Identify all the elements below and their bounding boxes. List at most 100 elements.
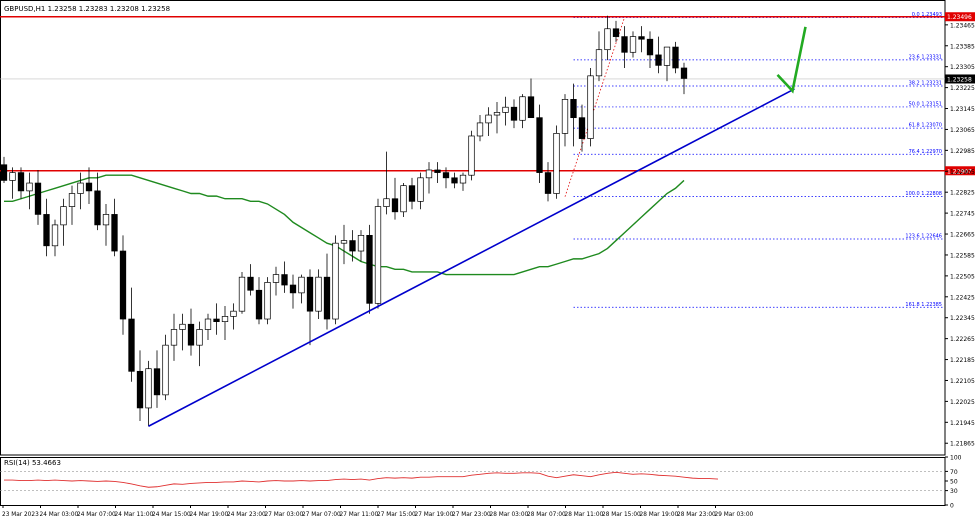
candle-body [459, 174, 467, 184]
price-tick-label: 1.22825 [950, 190, 975, 197]
candle-body [400, 185, 407, 213]
candle [34, 169, 42, 225]
rsi-tick-label: 100 [950, 455, 962, 462]
candle [323, 253, 331, 330]
time-tick-label: 24 Mar 15:00 [152, 512, 191, 518]
candle-body [145, 368, 152, 409]
candle [247, 264, 254, 296]
price-tick-label: 1.22025 [950, 399, 975, 406]
candle [663, 46, 671, 82]
fib-level-label: 38.2 1.23231 [909, 81, 942, 87]
rsi-tick-label: 0 [950, 503, 954, 510]
rsi-panel-border [0, 457, 946, 506]
candle [578, 104, 586, 152]
candle-body [638, 36, 645, 40]
candle-body [43, 214, 50, 247]
candle-body [238, 276, 246, 312]
rsi-header: RSI(14) 53.4663 [4, 459, 61, 467]
fib-level-label: 76.4 1.22970 [909, 149, 942, 155]
candle [170, 313, 178, 361]
candle-body [612, 28, 620, 37]
candle [587, 67, 594, 147]
candle [374, 198, 382, 309]
candle [680, 62, 688, 95]
candle-body [553, 133, 560, 194]
price-tick-label: 1.23305 [950, 64, 975, 71]
candle-body [629, 36, 637, 53]
time-tick-label: 28 Mar 15:00 [602, 512, 641, 518]
candle [264, 277, 271, 325]
candle-body [587, 75, 594, 139]
candle [119, 235, 127, 335]
candle-body [34, 182, 42, 215]
candle-body [289, 284, 297, 294]
price-tick-label: 1.22105 [950, 378, 975, 385]
candle-body [578, 117, 586, 139]
candle [408, 177, 416, 210]
candle [306, 269, 314, 346]
candle-body [621, 36, 628, 53]
trend-line-group [148, 88, 795, 427]
candle-body [366, 234, 373, 304]
candle-body [476, 122, 484, 137]
candle-body [510, 106, 518, 121]
candle-body [204, 318, 212, 330]
rsi-series-line [4, 471, 719, 488]
candle [510, 99, 518, 129]
candle [442, 167, 450, 189]
candle [434, 162, 441, 184]
time-tick-label: 27 Mar 11:00 [340, 512, 379, 518]
price-tick-label: 1.22345 [950, 315, 975, 322]
candle [451, 172, 458, 189]
time-tick-label: 23 Mar 2023 [2, 512, 39, 518]
candle [0, 156, 8, 184]
candle-body [417, 177, 424, 202]
support-price-tag-bg [945, 166, 975, 176]
candle [468, 130, 475, 181]
candle [94, 172, 101, 231]
price-tick-label: 1.23385 [950, 43, 975, 50]
rsi-tick-label: 70 [950, 469, 958, 476]
candle-body [0, 164, 8, 181]
fib-level-label: 0.0 1.23493 [912, 12, 942, 18]
candle-body [128, 318, 135, 372]
candle-body [604, 28, 611, 51]
candle-body [281, 274, 288, 286]
candle [612, 20, 620, 42]
candle [340, 224, 348, 265]
price-tick-label: 1.21945 [950, 420, 975, 427]
price-tick-label: 1.22425 [950, 294, 975, 301]
price-tick-label: 1.22265 [950, 336, 975, 343]
candle [621, 26, 628, 68]
candle [179, 313, 186, 351]
candle [629, 31, 637, 58]
candle [502, 96, 509, 126]
candle-body [306, 276, 314, 312]
candle-body [119, 250, 127, 320]
candle-body [298, 276, 305, 294]
candle-body [442, 172, 450, 179]
candlesticks [0, 15, 688, 427]
price-tick-label: 1.22665 [950, 232, 975, 239]
fib-level-label: 61.8 1.23070 [909, 123, 942, 129]
candle [102, 203, 110, 246]
time-tick-label: 27 Mar 19:00 [415, 512, 454, 518]
candle-body [255, 289, 263, 320]
candle-body [17, 172, 25, 192]
candle [553, 125, 560, 199]
candle-body [111, 214, 118, 252]
candle-body [434, 169, 441, 173]
candle [145, 360, 152, 427]
candle [561, 94, 569, 147]
price-tick-label: 1.23465 [950, 22, 975, 29]
candle-body [102, 214, 110, 226]
candle-body [493, 112, 501, 116]
price-tick-label: 1.22745 [950, 211, 975, 218]
candle [383, 151, 390, 215]
candle-body [26, 182, 33, 192]
candle [425, 162, 433, 194]
price-tick-label: 1.22905 [950, 169, 975, 176]
candle-body [425, 169, 433, 179]
